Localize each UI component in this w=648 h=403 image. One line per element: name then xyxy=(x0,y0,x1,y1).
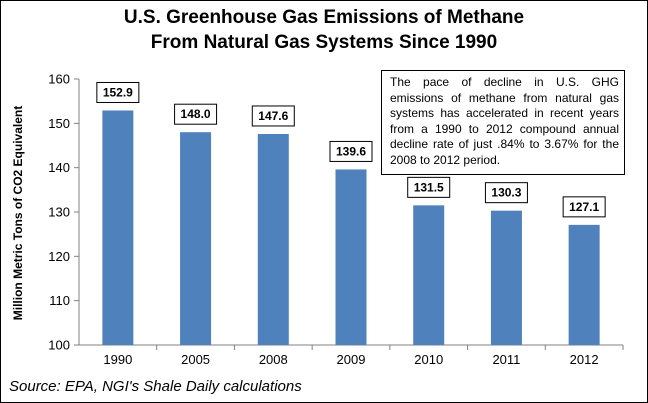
x-tick-label: 2010 xyxy=(414,352,443,367)
bar-2009 xyxy=(335,169,367,345)
data-label-box xyxy=(174,103,218,125)
y-tick-label: 140 xyxy=(48,160,70,175)
source-note: Source: EPA, NGI's Shale Daily calculati… xyxy=(9,378,302,395)
y-tick-label: 120 xyxy=(48,249,70,264)
x-tick-label: 2012 xyxy=(570,352,599,367)
data-label-box xyxy=(562,196,606,218)
y-axis-label: Million Metric Tons of CO2 Equivalent xyxy=(11,106,25,320)
data-label: 147.6 xyxy=(258,109,288,123)
data-label: 152.9 xyxy=(103,85,133,99)
data-label-box xyxy=(96,81,140,103)
data-label-box xyxy=(407,176,451,198)
x-tick-label: 2005 xyxy=(181,352,210,367)
y-tick-label: 160 xyxy=(48,72,70,87)
chart-subtitle: From Natural Gas Systems Since 1990 xyxy=(150,32,498,53)
x-tick-label: 2008 xyxy=(259,352,288,367)
bar-1990 xyxy=(102,110,134,345)
y-tick-label: 100 xyxy=(48,338,70,353)
chart-title: U.S. Greenhouse Gas Emissions of Methane xyxy=(123,7,525,28)
x-tick-label: 2009 xyxy=(337,352,366,367)
bar-2011 xyxy=(490,210,522,345)
y-tick-label: 150 xyxy=(48,116,70,131)
data-label: 127.1 xyxy=(569,200,599,214)
data-label-box xyxy=(329,140,373,162)
y-tick-label: 110 xyxy=(49,293,70,308)
data-label: 139.6 xyxy=(336,144,366,158)
data-label-box xyxy=(251,105,295,127)
data-label: 130.3 xyxy=(491,186,521,200)
bar-2008 xyxy=(257,133,289,345)
data-label-box xyxy=(484,182,528,204)
x-tick-label: 2011 xyxy=(492,352,520,367)
data-label: 148.0 xyxy=(181,107,211,121)
bar-2005 xyxy=(180,132,212,345)
x-tick-label: 1990 xyxy=(103,352,132,367)
annotation-box: The pace of decline in U.S. GHG emission… xyxy=(381,70,625,175)
bar-2012 xyxy=(568,224,600,345)
data-label: 131.5 xyxy=(414,180,444,194)
y-tick-label: 130 xyxy=(48,205,70,220)
bar-2010 xyxy=(413,205,445,345)
